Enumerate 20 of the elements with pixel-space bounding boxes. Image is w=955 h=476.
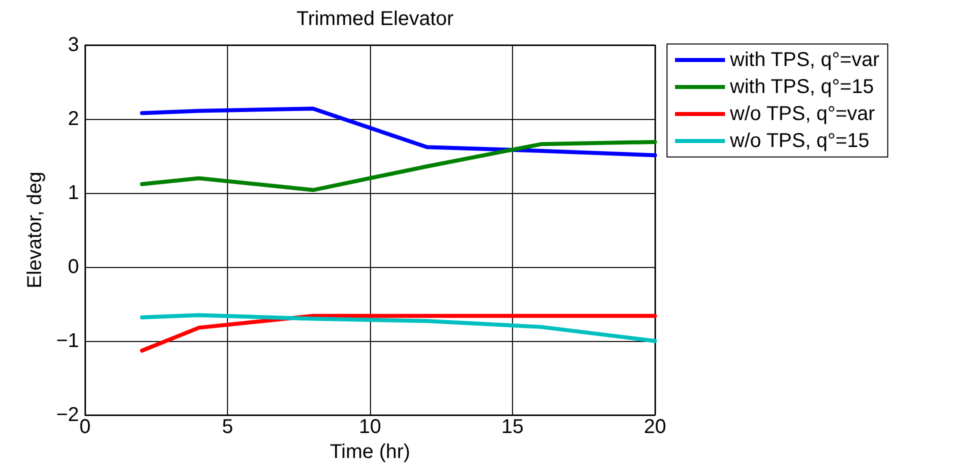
line-series <box>140 140 657 192</box>
legend-label: w/o TPS, q°=var <box>729 103 876 125</box>
legend-label: w/o TPS, q°=15 <box>729 130 870 152</box>
chart-title: Trimmed Elevator <box>296 8 454 30</box>
y-tick-label: 0 <box>68 256 79 278</box>
x-tick-label: 20 <box>644 416 666 438</box>
line-series <box>140 106 657 158</box>
y-tick-label: −1 <box>56 330 79 352</box>
x-tick-label: 10 <box>358 416 382 438</box>
x-axis-title: Time (hr) <box>330 440 410 463</box>
line-series <box>140 313 657 343</box>
y-tick-label: 3 <box>68 34 79 56</box>
y-tick-label: 1 <box>68 182 79 204</box>
y-axis-title: Elevator, deg <box>24 172 46 288</box>
y-tick-label: −2 <box>56 404 79 426</box>
y-tick-label: 2 <box>68 108 79 130</box>
x-tick-label: 15 <box>501 416 524 438</box>
legend-label: with TPS, q°=var <box>729 49 880 71</box>
x-tick-label: 5 <box>222 416 234 438</box>
legend-label: with TPS, q°=15 <box>729 76 874 98</box>
